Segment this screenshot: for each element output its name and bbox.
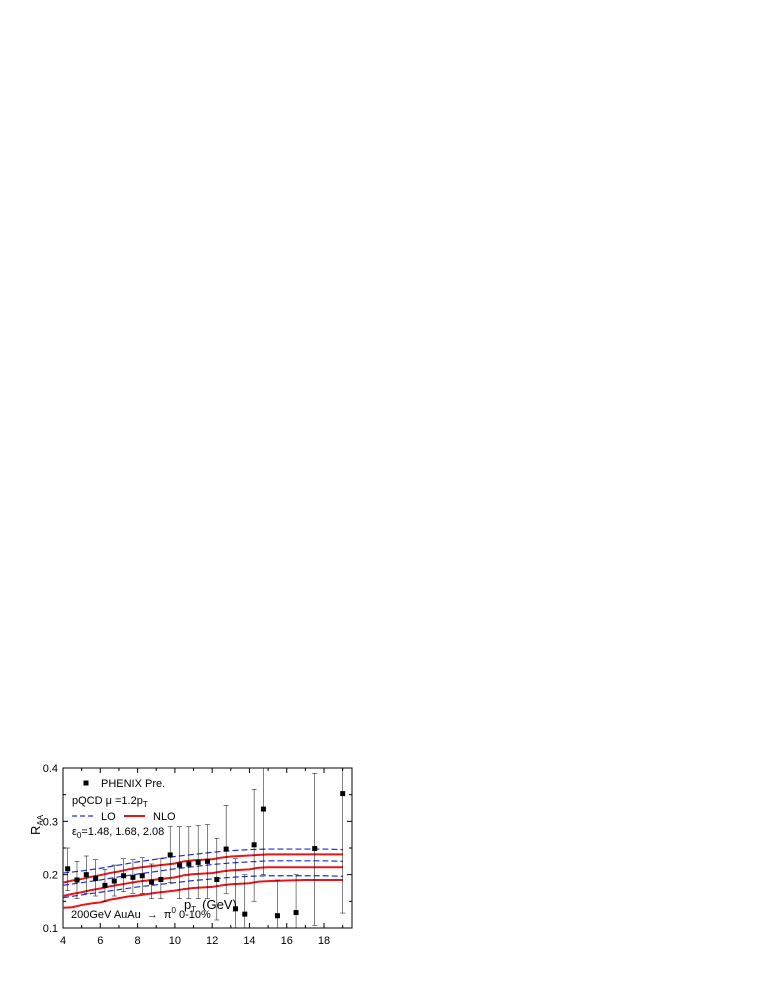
legend-label-phenix: PHENIX Pre. (101, 778, 165, 790)
data-marker (121, 873, 127, 879)
data-point (260, 768, 266, 875)
data-marker (177, 862, 183, 868)
data-point (139, 857, 145, 894)
data-marker (260, 806, 266, 812)
data-point (74, 861, 80, 899)
data-point (232, 858, 238, 928)
x-tick-label: 8 (135, 935, 141, 947)
x-tick-label: 6 (97, 935, 103, 947)
y-tick-label: 0.2 (43, 870, 58, 882)
data-marker (102, 882, 108, 888)
data-point (83, 855, 89, 894)
data-point (177, 826, 183, 899)
data-marker (158, 876, 164, 882)
data-marker (214, 876, 220, 882)
data-marker (149, 879, 155, 885)
series-nlo-curve-1 (63, 853, 343, 884)
data-point (111, 864, 117, 897)
x-tick-label: 14 (243, 935, 255, 947)
x-axis-label: pT (GeV) (184, 897, 237, 914)
data-marker (186, 861, 192, 867)
data-point (242, 874, 248, 928)
series-nlo-curve-2 (63, 866, 343, 897)
data-point (205, 824, 210, 899)
data-point (340, 768, 346, 914)
data-point (158, 858, 164, 899)
legend-marker-phenix (83, 780, 89, 786)
data-marker (139, 873, 145, 879)
data-point (312, 773, 318, 926)
y-tick-label: 0.3 (43, 816, 58, 828)
data-marker (167, 852, 173, 858)
series-lo-curve-2 (63, 860, 343, 886)
data-marker (93, 875, 99, 881)
data-marker (340, 791, 346, 797)
y-tick-label: 0.4 (43, 763, 58, 775)
legend: PHENIX Pre. pQCD μ =1.2pT LO NLO ε0=1.48… (72, 778, 176, 840)
data-points-layer (65, 768, 346, 928)
data-point (102, 869, 108, 902)
data-marker (251, 842, 257, 848)
data-point (223, 805, 229, 894)
legend-model-label: pQCD μ =1.2pT (72, 795, 148, 809)
collision-annotation: 200GeV AuAu → π0 0-10% (71, 906, 211, 921)
y-tick-label: 0.1 (43, 923, 58, 935)
data-marker (205, 858, 210, 864)
data-point (65, 847, 71, 891)
data-point (274, 879, 280, 928)
data-point (130, 859, 136, 894)
x-tick-label: 4 (60, 935, 66, 947)
data-point (167, 826, 173, 883)
data-marker (195, 859, 201, 865)
data-point (214, 838, 220, 921)
series-nlo-curve-3 (63, 879, 343, 909)
x-tick-label: 12 (206, 935, 218, 947)
series-lo-curve-1 (63, 848, 343, 874)
data-marker (83, 872, 89, 878)
y-axis-label: RAA (28, 814, 45, 835)
legend-label-nlo: NLO (153, 811, 176, 823)
data-point (293, 874, 299, 928)
data-point (93, 859, 99, 897)
data-marker (312, 846, 318, 852)
data-marker (223, 846, 229, 852)
x-tick-label: 10 (169, 935, 181, 947)
data-marker (293, 910, 299, 916)
data-marker (74, 877, 80, 883)
data-point (186, 826, 192, 899)
data-marker (130, 874, 136, 880)
legend-label-lo: LO (101, 811, 116, 823)
data-marker (274, 913, 280, 919)
data-point (121, 858, 127, 892)
data-point (251, 789, 257, 902)
data-marker (242, 911, 248, 917)
axis-ticks: 4 6 8 10 12 14 16 18 0.1 0.2 0.3 0.4 (43, 763, 352, 947)
data-marker (232, 906, 238, 912)
legend-epsilon-values: ε0=1.48, 1.68, 2.08 (72, 826, 164, 840)
data-point (195, 825, 201, 899)
data-marker (65, 866, 71, 872)
data-point (149, 863, 155, 899)
data-marker (111, 878, 117, 884)
x-tick-label: 16 (281, 935, 293, 947)
x-tick-label: 18 (318, 935, 330, 947)
